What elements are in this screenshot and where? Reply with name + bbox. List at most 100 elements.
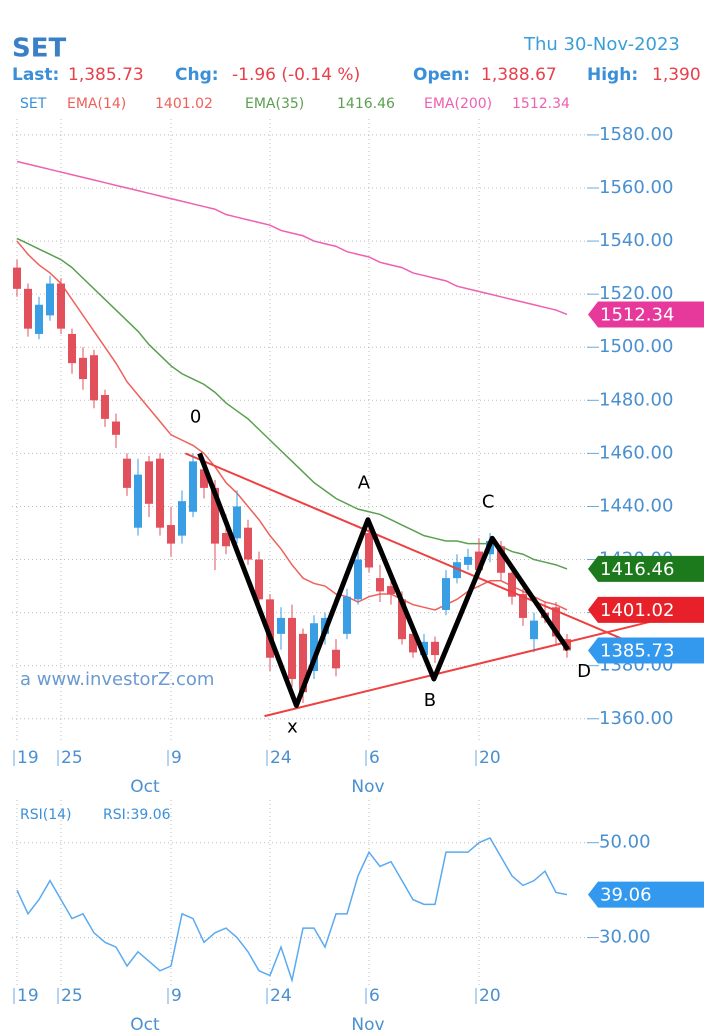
candle-body <box>453 562 461 579</box>
y-tick-label: 50.00 <box>599 832 651 853</box>
trendline <box>184 452 661 656</box>
candle-body <box>68 333 76 364</box>
x-tick-label: 6 <box>369 986 380 1006</box>
candle-body <box>57 283 65 329</box>
candle-body <box>530 620 538 640</box>
candle-body <box>101 395 109 419</box>
last-value-label: 1401.02 <box>600 600 674 621</box>
candle-body <box>420 641 428 656</box>
x-tick-label: 20 <box>479 748 501 768</box>
legend-name: EMA(200) <box>424 96 492 112</box>
ema-line <box>16 237 568 570</box>
symbol: SET <box>12 34 66 64</box>
candle-body <box>475 551 483 571</box>
x-tick-label: 25 <box>61 986 83 1006</box>
last-value-label-box <box>588 555 704 582</box>
candle-body <box>156 458 164 528</box>
date: Thu 30-Nov-2023 <box>523 34 680 55</box>
chg-value: -1.96 (-0.14 %) <box>232 65 360 85</box>
candle-body <box>200 469 208 488</box>
candle-body <box>233 506 241 539</box>
candle-body <box>332 649 340 669</box>
candle-body <box>145 461 153 504</box>
x-tick-label: 20 <box>479 986 501 1006</box>
candle-body <box>431 641 439 656</box>
pattern-label: 0 <box>190 406 201 427</box>
rsi-value-label: 39.06 <box>600 885 652 906</box>
y-tick-label: 1520.00 <box>599 283 673 304</box>
pattern-line <box>197 452 571 708</box>
legend-name: EMA(35) <box>245 96 304 112</box>
candle-body <box>519 594 527 618</box>
candle-body <box>24 288 32 329</box>
candle-body <box>222 533 230 547</box>
rsi-value-label-box <box>588 881 704 908</box>
last-value-label: 1512.34 <box>600 304 674 325</box>
candle-body <box>13 267 21 289</box>
x-tick-label: 19 <box>17 986 39 1006</box>
open-value: 1,388.67 <box>481 65 557 85</box>
pattern-label: x <box>287 717 298 738</box>
candle-body <box>134 474 142 528</box>
candle-body <box>299 633 307 693</box>
candle-body <box>442 578 450 610</box>
x-tick-label: 9 <box>171 986 182 1006</box>
trendline <box>264 619 656 718</box>
candle-body <box>35 304 43 334</box>
last-value-label: 1416.46 <box>600 559 674 580</box>
pattern-label: D <box>577 661 591 682</box>
open-label: Open: <box>413 65 470 85</box>
ema-line <box>16 240 568 611</box>
x-tick-label: 9 <box>171 748 182 768</box>
last-value: 1,385.73 <box>68 65 144 85</box>
candle-body <box>46 283 54 316</box>
candle-body <box>266 599 274 658</box>
month-label: Oct <box>130 1015 160 1035</box>
month-label: Nov <box>351 777 384 797</box>
x-tick-label: 24 <box>270 986 292 1006</box>
candle-body <box>365 533 373 568</box>
candle-body <box>189 461 197 512</box>
last-label: Last: <box>12 65 59 85</box>
last-value-label-box <box>588 301 704 328</box>
candle-body <box>244 527 252 560</box>
last-value-label-box <box>588 596 704 623</box>
candle-body <box>112 421 120 435</box>
y-tick-label: 1560.00 <box>599 177 673 198</box>
month-label: Oct <box>130 777 160 797</box>
candle-body <box>310 623 318 671</box>
annotations: 0 x A B C D <box>184 406 661 738</box>
x-tick-label: 19 <box>17 748 39 768</box>
y-tick-label: 1500.00 <box>599 336 673 357</box>
candle-body <box>255 559 263 600</box>
legend-value: 1401.02 <box>155 96 213 112</box>
legend-value: RSI:39.06 <box>103 807 171 823</box>
legend-name: EMA(14) <box>67 96 126 112</box>
candle-body <box>167 525 175 544</box>
candle-body <box>90 355 98 401</box>
candle-body <box>178 501 186 536</box>
month-label: Nov <box>351 1015 384 1035</box>
candle-body <box>409 633 417 653</box>
pattern-label: B <box>424 690 436 711</box>
y-tick-label: 1540.00 <box>599 230 673 251</box>
last-close-label: 1385.73 <box>600 640 674 661</box>
legend-value: 1416.46 <box>337 96 395 112</box>
watermark: a www.investorZ.com <box>20 669 214 690</box>
pattern-label: A <box>358 473 371 494</box>
high-label: High: <box>587 65 638 85</box>
rsi-line <box>16 836 568 984</box>
y-tick-label: 1460.00 <box>599 442 673 463</box>
high-value: 1,390 <box>652 65 701 85</box>
candle-body <box>288 617 296 679</box>
ema-line <box>16 160 568 316</box>
y-tick-label: 1580.00 <box>599 124 673 145</box>
x-tick-label: 24 <box>270 748 292 768</box>
legend-value: 1512.34 <box>512 96 570 112</box>
y-tick-label: 1440.00 <box>599 495 673 516</box>
candle-body <box>211 487 219 544</box>
candle-body <box>398 599 406 640</box>
candle-body <box>277 617 285 634</box>
candle-body <box>508 572 516 597</box>
